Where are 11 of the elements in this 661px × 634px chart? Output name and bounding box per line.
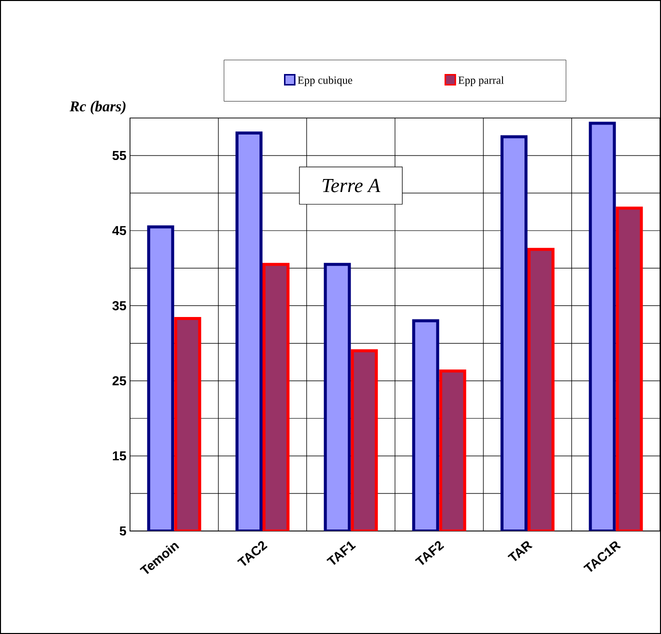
- annotation: Terre A: [322, 178, 380, 192]
- y-axis-title: Rc (bars): [70, 100, 126, 114]
- y-tick-label: 45: [112, 226, 126, 236]
- y-tick-label: 35: [112, 301, 126, 310]
- y-tick-label: 5: [120, 526, 126, 536]
- y-tick-label: 25: [112, 376, 126, 386]
- y-tick-label: 55: [112, 151, 126, 160]
- legend-label: Epp cubique: [298, 76, 352, 86]
- x-tick-label: TAR: [508, 541, 533, 562]
- legend-label: Epp parral: [458, 76, 504, 86]
- y-tick-label: 15: [112, 451, 126, 460]
